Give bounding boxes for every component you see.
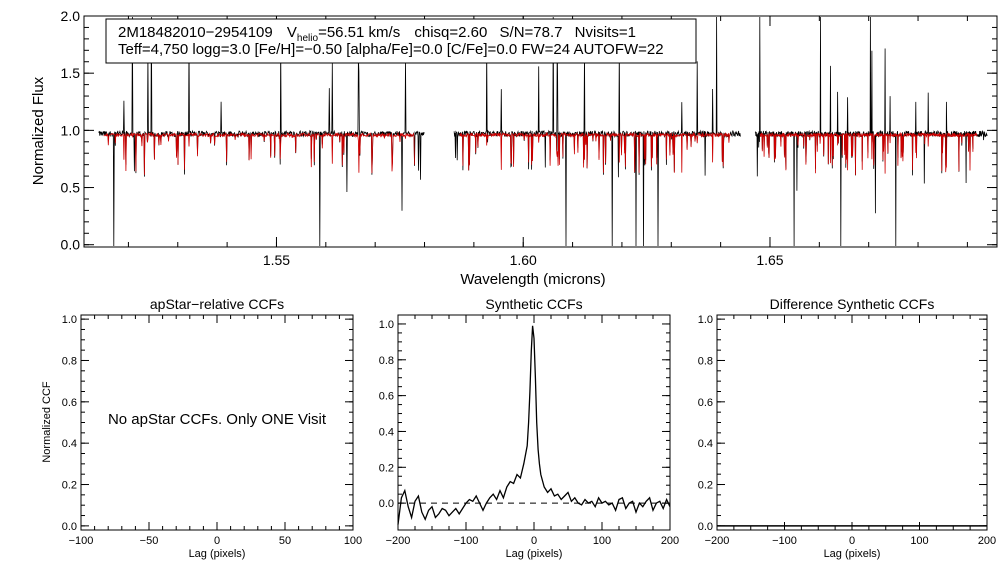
x-tick-label: 0 xyxy=(531,535,537,547)
synthetic-ccf-panel: −200 −100 0 100 200 0.0 0.2 0.4 0.6 0.8 1.0 Synthe… xyxy=(379,296,679,560)
spectrum-ylabel: Normalized Flux xyxy=(30,76,47,185)
info-vhelio-sub: helio xyxy=(297,33,319,44)
y-tick-label: 0.5 xyxy=(61,180,81,196)
synthetic-ccf-ticks: −200 −100 0 100 200 0.0 0.2 0.4 0.6 0.8 1.0 xyxy=(379,315,679,547)
y-tick-label: 1.0 xyxy=(379,319,394,331)
y-tick-label: 0.4 xyxy=(379,426,394,438)
apstar-ccf-ticks: −100 −50 0 50 100 0.0 0.2 0.4 0.6 0.8 1.0 xyxy=(62,314,362,547)
info-snr: S/N=78.7 xyxy=(500,24,563,41)
y-tick-label: 0.8 xyxy=(698,355,713,367)
y-tick-label: 0.2 xyxy=(62,480,77,492)
difference-ccf-xlabel: Lag (pixels) xyxy=(824,548,881,560)
y-tick-label: 0.6 xyxy=(62,397,77,409)
x-tick-label: 1.55 xyxy=(263,252,290,268)
info-star-id: 2M18482010−2954109 xyxy=(118,24,273,41)
difference-ccf-title: Difference Synthetic CCFs xyxy=(770,296,935,312)
y-tick-label: 0.0 xyxy=(61,237,81,253)
y-tick-label: 1.0 xyxy=(62,314,77,326)
spectrum-frame xyxy=(83,15,998,248)
y-tick-label: 0.4 xyxy=(62,438,77,450)
x-tick-label: 100 xyxy=(910,535,928,547)
ccf-line xyxy=(397,325,671,525)
x-tick-label: −200 xyxy=(386,535,411,547)
spectrum-xlabel: Wavelength (microns) xyxy=(460,271,605,288)
synthetic-flux-line xyxy=(459,131,731,173)
x-tick-label: 200 xyxy=(978,535,996,547)
y-tick-label: 0.8 xyxy=(379,355,394,367)
x-tick-label: −200 xyxy=(705,535,730,547)
x-tick-label: 1.60 xyxy=(510,252,537,268)
apstar-ccf-ylabel: Normalized CCF xyxy=(41,381,53,463)
x-tick-label: 100 xyxy=(593,535,611,547)
x-tick-label: 200 xyxy=(661,535,679,547)
y-tick-label: 0.6 xyxy=(698,397,713,409)
y-tick-label: 0.6 xyxy=(379,391,394,403)
x-tick-label: 100 xyxy=(344,535,362,547)
difference-ccf-ticks: −200 −100 0 100 200 0.0 0.2 0.4 0.6 0.8 1.0 xyxy=(698,314,996,547)
y-tick-label: 2.0 xyxy=(61,8,81,24)
spectrum-panel: 1.55 1.60 1.65 0.0 0.5 1.0 1.5 2.0 2M18482010−2… xyxy=(30,8,998,288)
x-tick-label: 0 xyxy=(214,535,220,547)
info-box xyxy=(105,18,697,64)
synthetic-ccf-series xyxy=(397,325,671,525)
difference-ccf-panel: −200 −100 0 100 200 0.0 0.2 0.4 0.6 0.8 1.0 Differ… xyxy=(698,296,996,560)
x-tick-label: 0 xyxy=(849,535,855,547)
x-tick-label: 1.65 xyxy=(756,252,783,268)
info-params: Teff=4,750 logg=3.0 [Fe/H]=−0.50 [alpha/… xyxy=(118,41,664,58)
info-nvisits: Nvisits=1 xyxy=(575,24,636,41)
y-tick-label: 0.0 xyxy=(379,498,394,510)
y-tick-label: 1.5 xyxy=(61,65,81,81)
y-tick-label: 1.0 xyxy=(61,122,81,138)
synthetic-flux-line xyxy=(759,131,978,176)
y-tick-label: 1.0 xyxy=(698,314,713,326)
y-tick-label: 0.2 xyxy=(698,480,713,492)
x-tick-label: −100 xyxy=(772,535,797,547)
synthetic-flux-line xyxy=(103,131,415,175)
info-vhelio-label: V xyxy=(287,24,297,41)
svg-text:2M18482010−2954109 Vheli: 2M18482010−2954109 Vhelio=56.51 km/s chi… xyxy=(118,24,636,44)
info-vhelio-value: =56.51 km/s xyxy=(318,24,400,41)
x-tick-label: −50 xyxy=(140,535,159,547)
apstar-ccf-title: apStar−relative CCFs xyxy=(150,296,284,312)
x-tick-label: 50 xyxy=(279,535,291,547)
y-tick-label: 0.0 xyxy=(698,521,713,533)
y-tick-label: 0.2 xyxy=(379,462,394,474)
spectrum-series xyxy=(98,16,988,247)
y-tick-label: 0.8 xyxy=(62,355,77,367)
apstar-ccf-xlabel: Lag (pixels) xyxy=(189,548,246,560)
y-tick-label: 0.4 xyxy=(698,438,713,450)
synthetic-ccf-title: Synthetic CCFs xyxy=(485,296,582,312)
info-chisq: chisq=2.60 xyxy=(414,24,487,41)
no-ccf-annotation: No apStar CCFs. Only ONE Visit xyxy=(108,411,327,428)
synthetic-ccf-xlabel: Lag (pixels) xyxy=(506,548,563,560)
y-tick-label: 0.0 xyxy=(62,521,77,533)
x-tick-label: −100 xyxy=(69,535,94,547)
x-tick-label: −100 xyxy=(454,535,479,547)
apstar-ccf-panel: −100 −50 0 50 100 0.0 0.2 0.4 0.6 0.8 1.0 apStar−r… xyxy=(41,296,362,560)
